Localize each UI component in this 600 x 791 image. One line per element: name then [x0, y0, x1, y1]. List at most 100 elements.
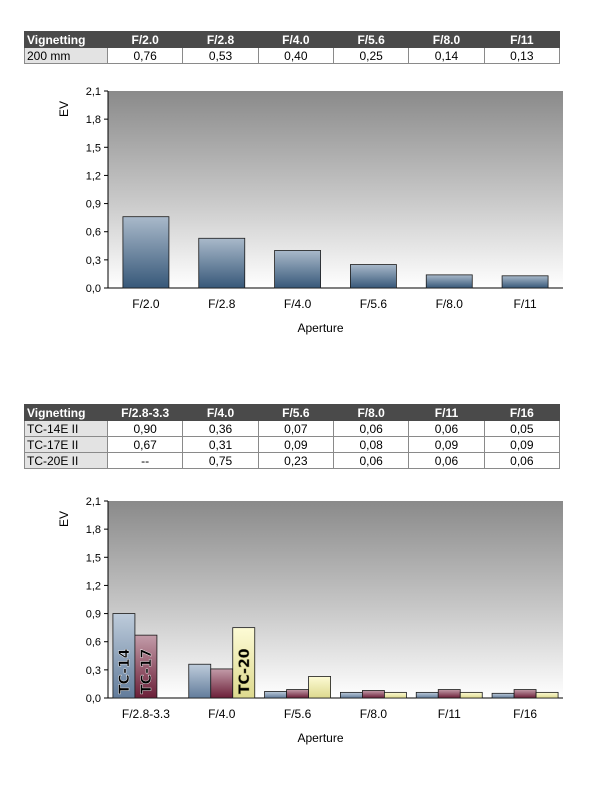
bar-tc-20-f-8.0 [384, 691, 407, 699]
x-tick-label: F/4.0 [208, 707, 236, 721]
value-cell: 0,06 [332, 452, 410, 469]
header-cell: F/2.8-3.3 [106, 404, 184, 421]
value-cell: 0,36 [182, 420, 259, 437]
y-tick-label: 1,5 [86, 552, 101, 564]
table-header-row: Vignetting F/2.8-3.3 F/4.0 F/5.6 F/8.0 F… [24, 404, 561, 421]
value-cell: 0,25 [332, 47, 410, 64]
bar-tc-14-f-16 [491, 692, 515, 699]
vignetting-bar-chart-teleconverters: 0,0 0,3 0,6 0,9 1,2 1,5 1,8 2,1 F/2.8-3.3 F/4.0 F/… [57, 496, 563, 745]
bar-tc-20-f-5.6 [308, 676, 331, 699]
y-tick-label: 0,3 [86, 665, 101, 677]
header-cell: Vignetting [24, 404, 108, 421]
y-tick-label: 0,6 [86, 227, 101, 239]
header-cell: F/2.8 [182, 31, 259, 48]
y-tick-label: 0,9 [86, 199, 101, 211]
bar-f-2.0 [122, 216, 170, 289]
x-tick-label: F/16 [513, 707, 537, 721]
y-tick-label: 1,2 [86, 170, 101, 182]
bar-f-5.6 [350, 264, 397, 289]
y-tick-label: 1,2 [86, 580, 101, 592]
y-tick-label: 0,0 [86, 693, 101, 705]
bar-f-2.8 [198, 237, 246, 289]
header-cell: F/8.0 [332, 404, 410, 421]
header-cell: F/8.0 [408, 31, 485, 48]
y-axis-label: EV [57, 101, 71, 117]
y-tick-label: 0,9 [86, 609, 101, 621]
table-row: TC-14E II 0,90 0,36 0,07 0,06 0,06 0,05 [24, 420, 561, 437]
header-cell: F/2.0 [106, 31, 184, 48]
header-cell: F/4.0 [182, 404, 259, 421]
table-row: TC-20E II -- 0,75 0,23 0,06 0,06 0,06 [24, 452, 561, 469]
value-cell: 0,06 [483, 452, 561, 469]
vignetting-bar-chart-200mm: 0,0 0,3 0,6 0,9 1,2 1,5 1,8 2,1 F/2.0 F/2.8 F/4.0 F… [57, 86, 563, 335]
x-tick-label: F/4.0 [284, 297, 312, 311]
x-tick-label: F/5.6 [284, 707, 312, 721]
value-cell: 0,90 [106, 420, 184, 437]
bar-tc-14-f-11 [415, 691, 439, 699]
row-label: 200 mm [24, 47, 108, 64]
header-cell: Vignetting [24, 31, 108, 48]
bar-tc-14-f-5.6 [264, 691, 287, 699]
x-tick-label: F/2.8 [208, 297, 236, 311]
y-tick-label: 2,1 [86, 496, 101, 508]
y-tick-label: 1,5 [86, 142, 101, 154]
value-cell: 0,06 [408, 420, 485, 437]
header-cell: F/11 [408, 404, 485, 421]
y-axis-label: EV [57, 511, 71, 527]
value-cell: 0,09 [408, 436, 485, 453]
value-cell: 0,40 [257, 47, 334, 64]
x-axis-label: Aperture [297, 731, 343, 745]
bar-tc-20-f-4.0 [232, 627, 256, 699]
value-cell: 0,23 [257, 452, 334, 469]
y-tick-label: 1,8 [86, 114, 101, 126]
header-cell: F/16 [483, 404, 561, 421]
value-cell: 0,09 [257, 436, 334, 453]
bar-tc-17-f-5.6 [286, 689, 309, 699]
value-cell: 0,53 [182, 47, 259, 64]
value-cell: 0,08 [332, 436, 410, 453]
y-tick-label: 0,0 [86, 283, 101, 295]
header-cell: F/5.6 [332, 31, 410, 48]
header-cell: F/5.6 [257, 404, 334, 421]
y-tick-label: 1,8 [86, 524, 101, 536]
bar-tc-20-f-16 [535, 691, 559, 699]
y-tick-label: 0,6 [86, 637, 101, 649]
bar-tc-17-f-2.8-3.3 [134, 634, 158, 699]
value-cell: 0,14 [408, 47, 485, 64]
value-cell: 0,09 [483, 436, 561, 453]
bar-tc-17-f-8.0 [362, 690, 385, 699]
bar-tc-17-f-4.0 [210, 668, 234, 699]
y-tick-label: 0,3 [86, 255, 101, 267]
header-cell: F/4.0 [257, 31, 334, 48]
value-cell: 0,31 [182, 436, 259, 453]
value-cell: 0,75 [182, 452, 259, 469]
table-header-row: Vignetting F/2.0 F/2.8 F/4.0 F/5.6 F/8.0… [24, 31, 561, 48]
x-tick-label: F/5.6 [360, 297, 388, 311]
bar-tc-17-f-16 [513, 689, 537, 699]
bar-f-11 [501, 275, 549, 289]
plot-area [108, 501, 563, 698]
x-tick-label: F/2.8-3.3 [122, 707, 170, 721]
value-cell: -- [106, 452, 184, 469]
y-tick-label: 2,1 [86, 86, 101, 98]
value-cell: 0,76 [106, 47, 184, 64]
header-cell: F/11 [483, 31, 561, 48]
table-row: TC-17E II 0,67 0,31 0,09 0,08 0,09 0,09 [24, 436, 561, 453]
vignetting-table-200mm: Vignetting F/2.0 F/2.8 F/4.0 F/5.6 F/8.0… [24, 31, 561, 64]
bar-tc-14-f-8.0 [340, 691, 363, 699]
bar-f-8.0 [425, 274, 473, 289]
value-cell: 0,06 [408, 452, 485, 469]
bar-tc-14-f-4.0 [188, 663, 212, 699]
bar-tc-17-f-11 [437, 689, 461, 699]
row-label: TC-20E II [24, 452, 108, 469]
x-tick-label: F/8.0 [360, 707, 388, 721]
x-tick-label: F/11 [514, 297, 537, 311]
x-tick-label: F/11 [438, 707, 461, 721]
value-cell: 0,05 [483, 420, 561, 437]
x-tick-label: F/8.0 [436, 297, 464, 311]
series-label-tc-14: TC-14 [117, 648, 133, 694]
value-cell: 0,07 [257, 420, 334, 437]
series-label-tc-20: TC-20 [237, 648, 253, 694]
vignetting-table-teleconverters: Vignetting F/2.8-3.3 F/4.0 F/5.6 F/8.0 F… [24, 404, 561, 469]
value-cell: 0,13 [483, 47, 561, 64]
